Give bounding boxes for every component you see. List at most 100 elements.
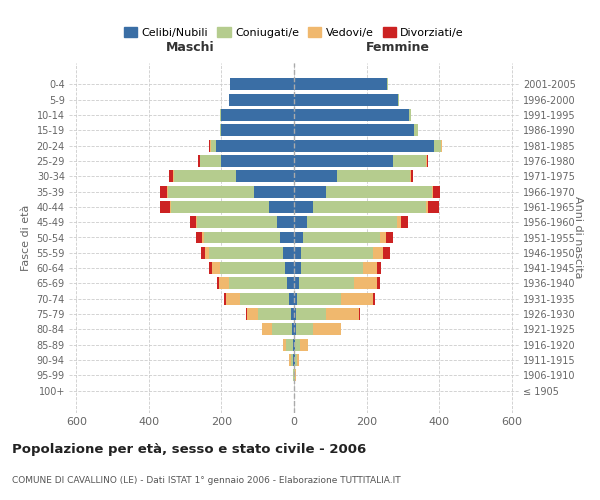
- Bar: [211, 140, 216, 151]
- Bar: [198, 155, 200, 167]
- Bar: [294, 94, 398, 106]
- Bar: [326, 308, 359, 320]
- Bar: [209, 262, 212, 274]
- Bar: [398, 94, 399, 106]
- Bar: [229, 278, 287, 289]
- Bar: [401, 216, 408, 228]
- Bar: [254, 186, 294, 198]
- Bar: [295, 338, 300, 350]
- Bar: [383, 247, 390, 259]
- Bar: [294, 354, 295, 366]
- Bar: [313, 201, 426, 213]
- Bar: [285, 262, 294, 274]
- Bar: [433, 186, 440, 198]
- Bar: [262, 324, 272, 336]
- Bar: [294, 308, 296, 320]
- Bar: [359, 308, 361, 320]
- Bar: [283, 338, 286, 350]
- Text: Femmine: Femmine: [365, 41, 430, 54]
- Bar: [373, 247, 383, 259]
- Bar: [294, 170, 337, 182]
- Bar: [301, 262, 363, 274]
- Bar: [294, 155, 393, 167]
- Bar: [299, 278, 354, 289]
- Bar: [169, 170, 173, 182]
- Bar: [426, 155, 427, 167]
- Bar: [226, 293, 239, 304]
- Bar: [409, 109, 411, 121]
- Bar: [160, 201, 170, 213]
- Legend: Celibi/Nubili, Coniugati/e, Vedovi/e, Divorziati/e: Celibi/Nubili, Coniugati/e, Vedovi/e, Di…: [119, 22, 469, 42]
- Bar: [291, 354, 293, 366]
- Bar: [283, 247, 294, 259]
- Bar: [277, 216, 294, 228]
- Bar: [294, 109, 409, 121]
- Bar: [294, 186, 326, 198]
- Bar: [428, 201, 439, 213]
- Bar: [212, 262, 220, 274]
- Bar: [297, 293, 341, 304]
- Bar: [294, 293, 297, 304]
- Bar: [294, 78, 387, 90]
- Bar: [415, 124, 418, 136]
- Bar: [239, 293, 289, 304]
- Bar: [292, 324, 294, 336]
- Bar: [204, 232, 280, 243]
- Bar: [397, 216, 401, 228]
- Bar: [296, 308, 326, 320]
- Bar: [373, 293, 375, 304]
- Bar: [354, 278, 377, 289]
- Bar: [294, 278, 299, 289]
- Bar: [209, 140, 210, 151]
- Bar: [196, 232, 202, 243]
- Y-axis label: Anni di nascita: Anni di nascita: [573, 196, 583, 279]
- Bar: [363, 262, 377, 274]
- Bar: [307, 216, 397, 228]
- Bar: [220, 109, 221, 121]
- Bar: [220, 262, 285, 274]
- Bar: [168, 186, 254, 198]
- Bar: [434, 140, 441, 151]
- Bar: [294, 338, 295, 350]
- Bar: [294, 140, 434, 151]
- Text: COMUNE DI CAVALLINO (LE) - Dati ISTAT 1° gennaio 2006 - Elaborazione TUTTITALIA.: COMUNE DI CAVALLINO (LE) - Dati ISTAT 1°…: [12, 476, 401, 485]
- Bar: [301, 247, 373, 259]
- Bar: [170, 201, 269, 213]
- Bar: [441, 140, 442, 151]
- Bar: [377, 262, 381, 274]
- Bar: [201, 247, 205, 259]
- Bar: [377, 278, 380, 289]
- Bar: [386, 232, 394, 243]
- Bar: [294, 247, 301, 259]
- Bar: [269, 201, 294, 213]
- Bar: [224, 293, 226, 304]
- Bar: [294, 262, 301, 274]
- Bar: [173, 170, 236, 182]
- Bar: [205, 247, 209, 259]
- Bar: [202, 232, 204, 243]
- Bar: [410, 170, 411, 182]
- Bar: [411, 170, 413, 182]
- Bar: [427, 155, 428, 167]
- Bar: [197, 216, 277, 228]
- Bar: [341, 293, 373, 304]
- Bar: [221, 124, 294, 136]
- Bar: [294, 324, 296, 336]
- Bar: [393, 155, 426, 167]
- Bar: [294, 201, 313, 213]
- Bar: [280, 232, 294, 243]
- Bar: [294, 216, 307, 228]
- Bar: [326, 186, 432, 198]
- Bar: [387, 78, 388, 90]
- Bar: [217, 278, 219, 289]
- Bar: [289, 293, 294, 304]
- Bar: [286, 338, 293, 350]
- Bar: [291, 308, 294, 320]
- Bar: [304, 232, 380, 243]
- Bar: [293, 354, 294, 366]
- Bar: [230, 78, 294, 90]
- Bar: [295, 354, 296, 366]
- Bar: [294, 232, 304, 243]
- Bar: [259, 308, 291, 320]
- Bar: [293, 338, 294, 350]
